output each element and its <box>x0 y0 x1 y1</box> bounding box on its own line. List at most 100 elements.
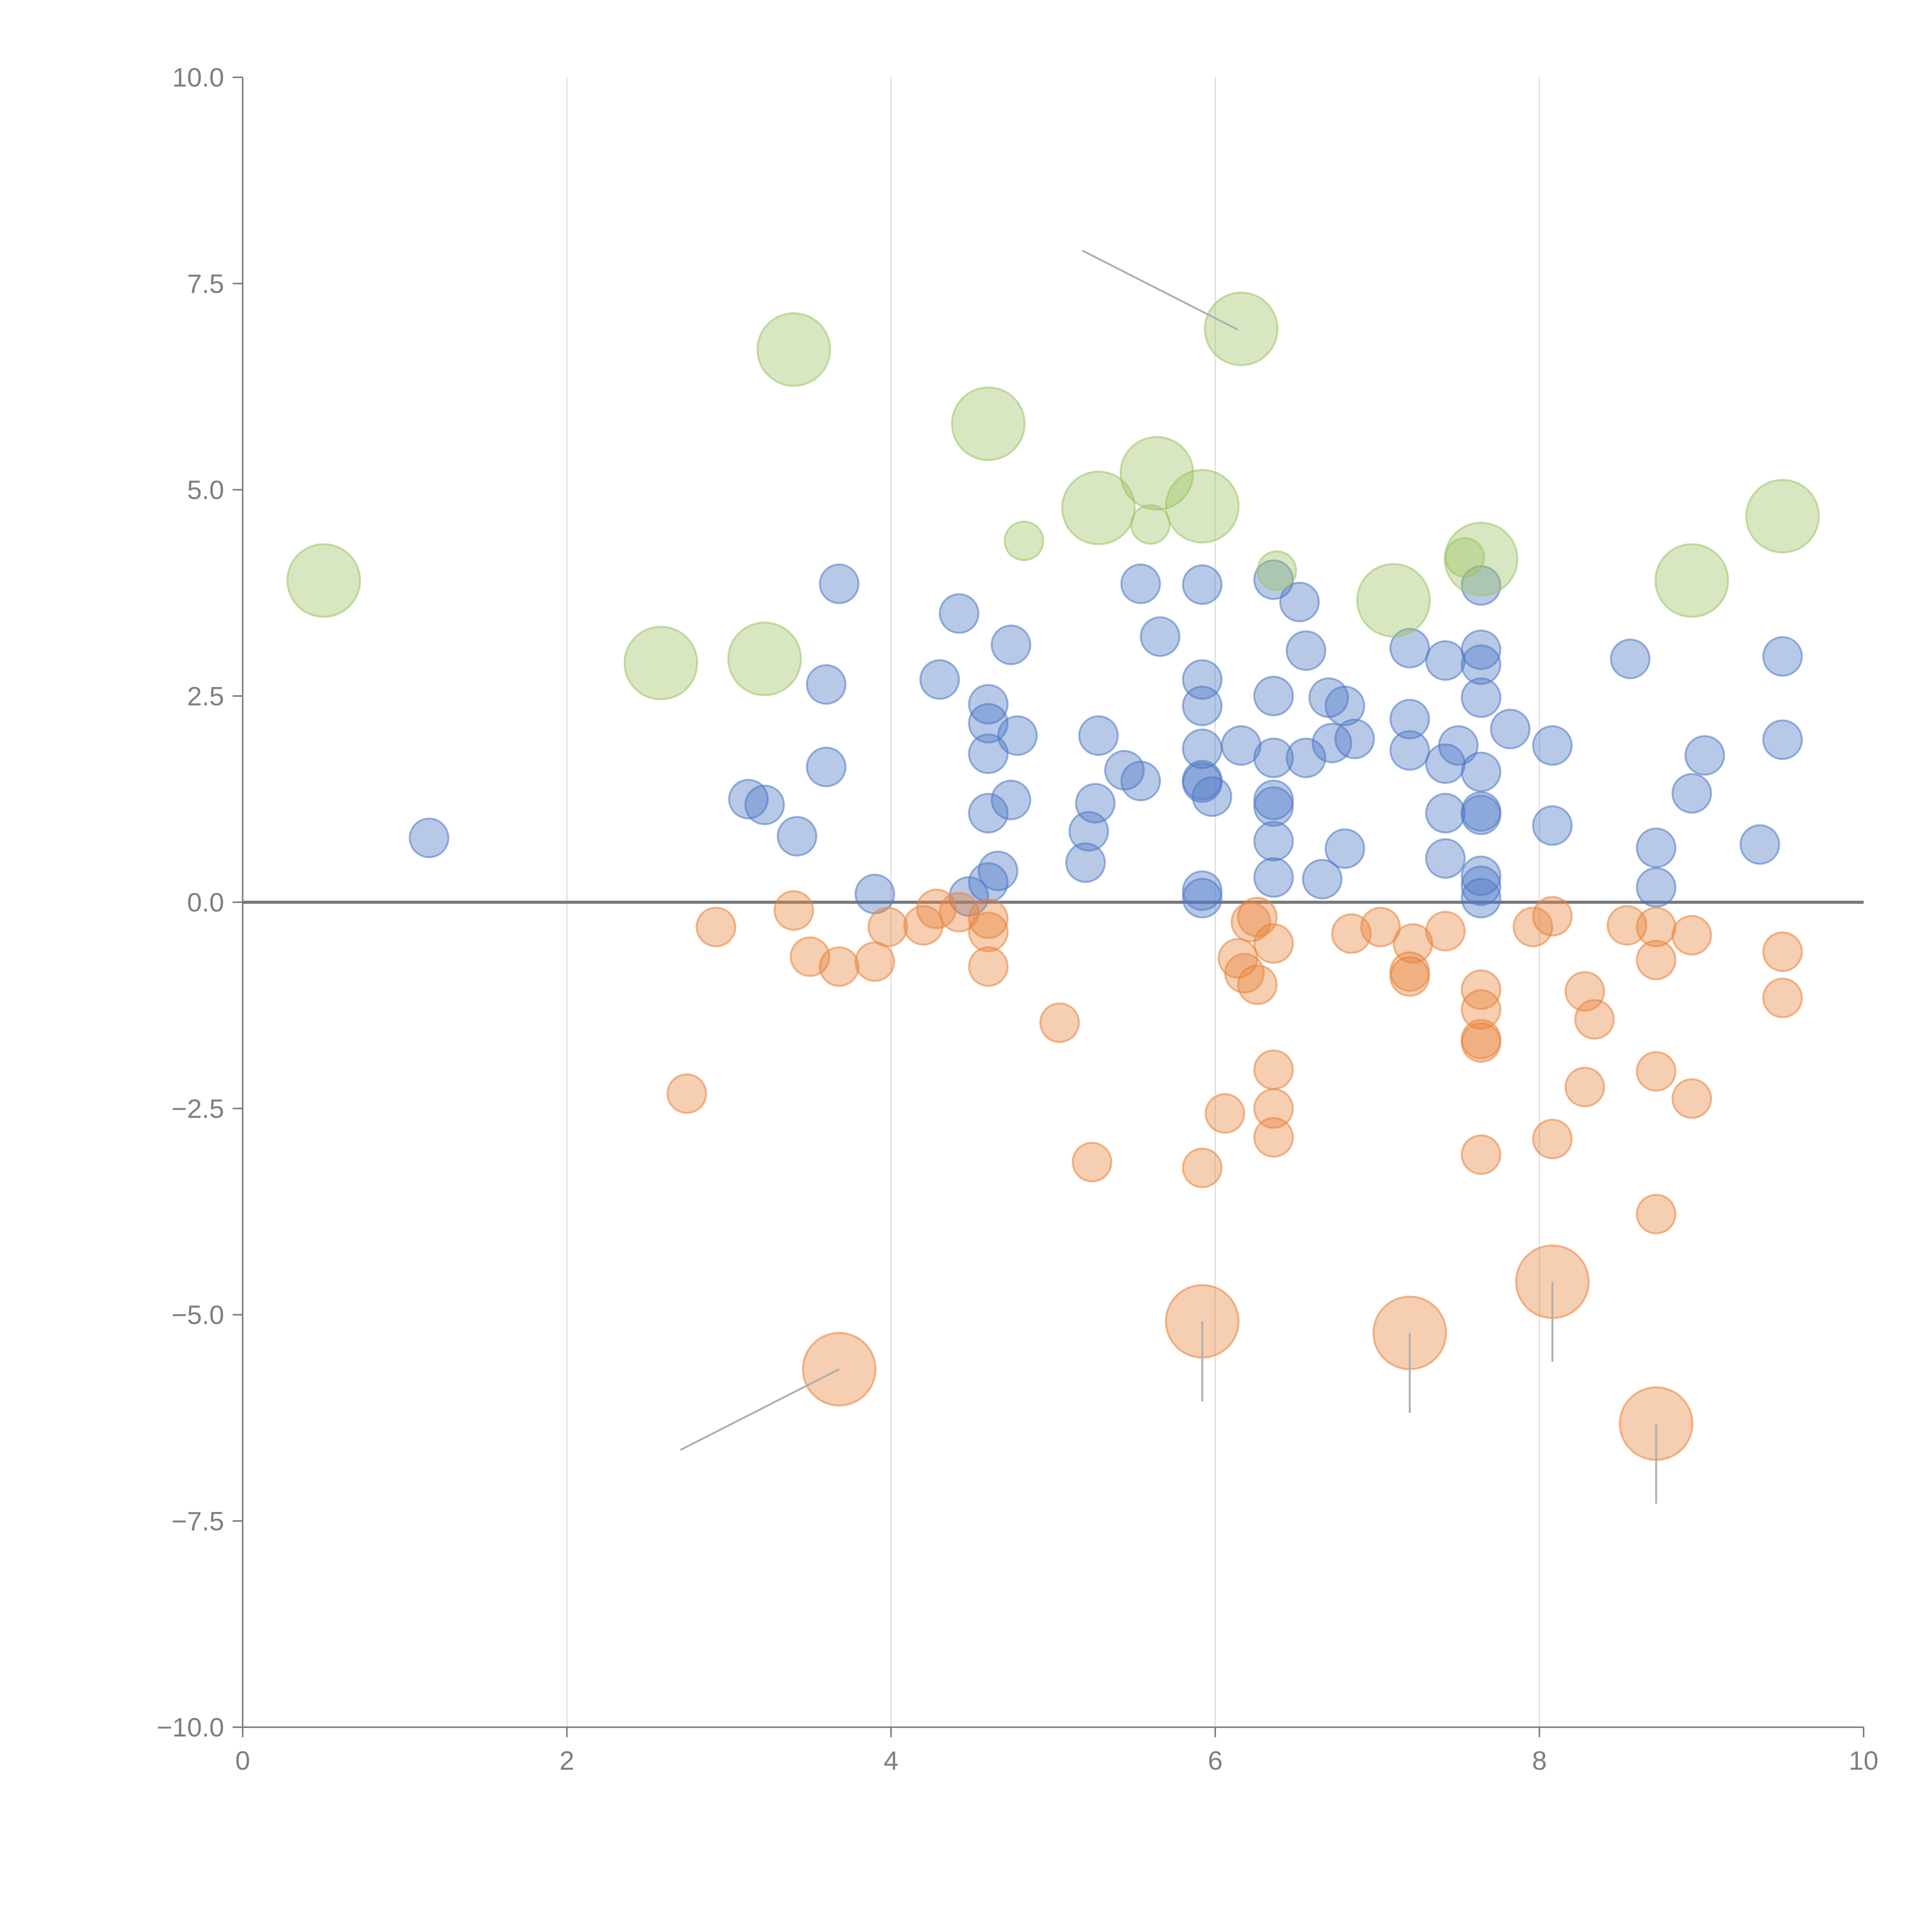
data-point-negative <box>1574 999 1615 1040</box>
data-point-negative <box>1636 906 1677 947</box>
data-point-positive <box>939 593 980 634</box>
data-point-positive <box>919 659 960 700</box>
data-point-positive <box>1302 859 1343 900</box>
data-point-negative <box>1461 1134 1502 1175</box>
data-point-negative <box>1182 1147 1223 1188</box>
data-point-positive <box>1610 638 1651 679</box>
data-point-positive-highlighted <box>1256 550 1297 591</box>
data-point-positive <box>1182 685 1223 726</box>
data-point-negative <box>1532 1119 1573 1160</box>
data-point-positive <box>1065 842 1106 883</box>
data-point-positive <box>1279 582 1320 622</box>
data-point-negative <box>1564 1066 1605 1107</box>
y-tick-label: 5.0 <box>187 475 224 505</box>
y-tick-label: −2.5 <box>172 1094 224 1124</box>
data-point-negative <box>1253 1117 1294 1158</box>
data-point-negative <box>1762 931 1803 972</box>
data-point-positive <box>1762 636 1803 677</box>
data-point-positive <box>1078 715 1119 756</box>
data-point-positive <box>806 747 847 787</box>
data-point-negative <box>903 905 944 946</box>
data-point-positive <box>968 793 1009 833</box>
callout-leader-line <box>680 1368 840 1451</box>
data-point-positive <box>1636 827 1677 868</box>
x-tick-label: 2 <box>560 1746 574 1776</box>
data-point-negative <box>1512 906 1553 947</box>
data-point-positive-highlighted <box>1356 563 1431 638</box>
data-point-negative <box>1224 953 1265 994</box>
data-point-negative <box>819 946 860 987</box>
data-point-positive <box>1461 644 1502 685</box>
data-point-positive <box>1253 737 1294 778</box>
data-point-positive <box>1253 821 1294 862</box>
data-point-positive <box>1286 630 1327 671</box>
data-point-positive <box>1671 773 1712 814</box>
y-tick-label: −10.0 <box>156 1713 224 1742</box>
data-point-positive-highlighted <box>286 543 361 618</box>
data-point-positive <box>1139 616 1180 657</box>
data-point-negative <box>1461 989 1502 1030</box>
data-point-positive <box>1532 805 1573 846</box>
data-point-negative <box>968 898 1009 939</box>
data-point-negative <box>867 906 908 947</box>
data-point-positive <box>990 779 1031 820</box>
y-tick-label: 0.0 <box>187 888 224 917</box>
data-point-positive-highlighted <box>1204 291 1279 366</box>
data-point-positive-highlighted <box>1119 436 1194 511</box>
data-point-positive-highlighted <box>1130 504 1171 545</box>
data-point-negative <box>1636 939 1677 980</box>
data-point-positive-highlighted <box>1061 470 1136 545</box>
data-point-positive <box>1120 563 1161 604</box>
data-point-positive-highlighted <box>1745 479 1820 554</box>
data-point-positive <box>978 850 1019 891</box>
data-point-positive-highlighted <box>1654 543 1729 618</box>
data-point-positive <box>1740 824 1781 865</box>
data-point-positive <box>1461 878 1502 918</box>
points-layer <box>286 291 1820 1461</box>
data-point-negative <box>1253 1049 1294 1090</box>
data-point-positive <box>1684 735 1725 776</box>
data-point-positive <box>968 733 1009 774</box>
y-tick-label: 7.5 <box>187 269 224 299</box>
callout-layer <box>680 250 1657 1504</box>
data-point-positive <box>1075 783 1116 824</box>
data-point-negative <box>666 1073 707 1114</box>
data-point-positive <box>1636 867 1677 908</box>
data-point-positive <box>1182 878 1223 918</box>
data-point-positive <box>806 664 847 705</box>
data-point-negative <box>1230 901 1271 942</box>
data-point-positive <box>1325 685 1366 726</box>
data-point-positive <box>1438 725 1479 766</box>
y-tick-label: 10.0 <box>172 63 224 92</box>
data-point-positive <box>1253 786 1294 827</box>
data-point-positive <box>1253 675 1294 716</box>
data-point-positive-highlighted <box>951 386 1026 461</box>
data-point-positive <box>1425 838 1466 879</box>
data-point-positive <box>1490 709 1531 750</box>
data-point-positive <box>1461 855 1502 896</box>
x-tick-label: 0 <box>235 1746 250 1776</box>
callout-leader-line <box>1082 250 1238 331</box>
data-point-negative <box>1071 1142 1112 1183</box>
data-point-positive <box>1389 699 1430 740</box>
x-tick-label: 10 <box>1849 1746 1879 1776</box>
data-point-positive <box>997 715 1038 756</box>
data-point-positive-highlighted <box>623 626 698 701</box>
data-point-negative <box>1762 978 1803 1019</box>
data-point-negative <box>1253 923 1294 964</box>
data-point-negative <box>1636 1051 1677 1092</box>
data-point-negative <box>1389 956 1430 997</box>
data-point-positive <box>819 563 860 604</box>
y-tick-label: −5.0 <box>172 1300 224 1330</box>
data-point-positive <box>1253 857 1294 898</box>
data-point-positive <box>1762 719 1803 760</box>
data-point-negative <box>854 941 895 982</box>
data-point-negative <box>1671 915 1712 956</box>
data-point-positive <box>408 817 449 858</box>
data-point-negative <box>696 906 736 947</box>
data-point-negative <box>1425 911 1466 952</box>
data-point-positive <box>1389 628 1430 668</box>
data-point-negative <box>1360 906 1401 947</box>
